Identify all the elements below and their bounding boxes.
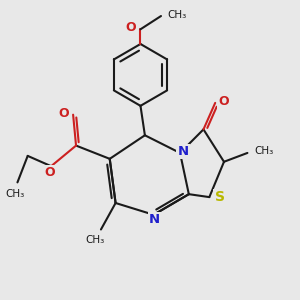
Text: O: O <box>218 95 229 108</box>
Text: S: S <box>214 190 225 204</box>
Text: O: O <box>126 21 136 34</box>
Text: CH₃: CH₃ <box>5 189 24 199</box>
Text: CH₃: CH₃ <box>254 146 273 157</box>
Text: CH₃: CH₃ <box>85 235 105 245</box>
Text: CH₃: CH₃ <box>167 10 187 20</box>
Text: O: O <box>44 166 55 179</box>
Text: O: O <box>58 107 69 120</box>
Text: N: N <box>177 145 188 158</box>
Text: N: N <box>149 213 160 226</box>
